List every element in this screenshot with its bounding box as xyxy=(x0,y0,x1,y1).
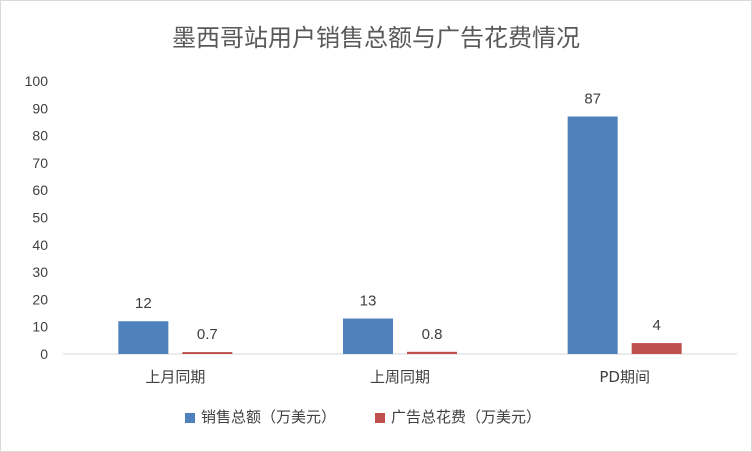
bar-sales xyxy=(118,321,169,354)
data-label: 13 xyxy=(360,293,377,310)
x-category-label: 上周同期 xyxy=(370,368,430,386)
y-tick-label: 90 xyxy=(32,100,48,116)
legend-swatch xyxy=(185,413,195,423)
x-axis-labels: 上月同期 上周同期 PD期间 xyxy=(145,368,650,386)
y-tick-label: 70 xyxy=(32,155,48,171)
data-label: 12 xyxy=(135,295,152,312)
data-label: 4 xyxy=(652,317,660,334)
data-label: 0.7 xyxy=(197,326,218,343)
y-tick-label: 80 xyxy=(32,128,48,144)
legend-swatch xyxy=(375,413,385,423)
y-axis: 0 10 20 30 40 50 60 70 80 90 100 xyxy=(25,73,49,362)
data-label: 87 xyxy=(584,90,601,107)
chart-title: 墨西哥站用户销售总额与广告花费情况 xyxy=(172,24,580,52)
y-tick-label: 0 xyxy=(40,346,48,362)
bar-ad-spend xyxy=(182,352,233,354)
y-tick-label: 60 xyxy=(32,182,48,198)
legend-label: 广告总花费（万美元） xyxy=(391,408,541,426)
y-tick-label: 20 xyxy=(32,291,48,307)
y-tick-label: 30 xyxy=(32,264,48,280)
x-category-label: 上月同期 xyxy=(145,368,205,386)
y-tick-label: 100 xyxy=(25,73,49,89)
bar-ad-spend xyxy=(407,351,457,354)
bar-ad-spend xyxy=(631,343,682,354)
bar-sales xyxy=(343,318,393,354)
bars-group: 12 0.7 13 0.8 87 4 xyxy=(118,90,682,355)
data-label: 0.8 xyxy=(422,326,443,343)
y-tick-label: 40 xyxy=(32,237,48,253)
legend: 销售总额（万美元） 广告总花费（万美元） xyxy=(185,408,541,426)
y-tick-label: 50 xyxy=(32,210,48,226)
x-category-label: PD期间 xyxy=(599,368,650,386)
bar-sales xyxy=(567,116,618,355)
legend-label: 销售总额（万美元） xyxy=(201,408,336,426)
y-tick-label: 10 xyxy=(32,319,48,335)
